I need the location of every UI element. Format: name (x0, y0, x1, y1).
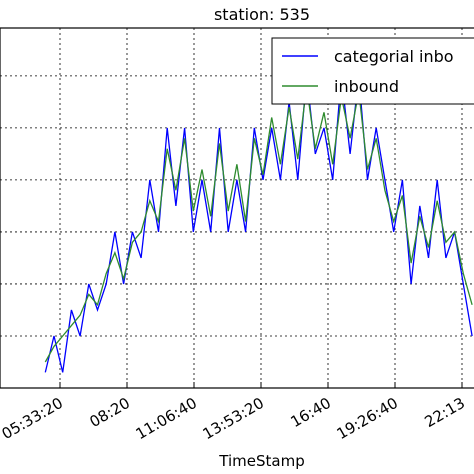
legend-label: categorial inbo (334, 47, 454, 66)
legend-label: inbound (334, 77, 399, 96)
x-tick-label: 11:06:40 (133, 394, 200, 443)
chart-title: station: 535 (214, 5, 310, 24)
x-tick-label: 22:13 (422, 394, 468, 431)
x-tick-label: 05:33:20 (0, 394, 66, 443)
x-tick-label: 19:26:40 (334, 394, 401, 443)
x-tick-label: 13:53:20 (200, 394, 267, 443)
legend-box (271, 37, 474, 105)
x-tick-label: 16:40 (288, 394, 334, 431)
series-line (44, 86, 473, 363)
plot-frame (0, 27, 474, 389)
x-tick-label: 08:20 (87, 394, 133, 431)
x-axis-label: TimeStamp (218, 452, 304, 470)
series-line (44, 75, 473, 373)
